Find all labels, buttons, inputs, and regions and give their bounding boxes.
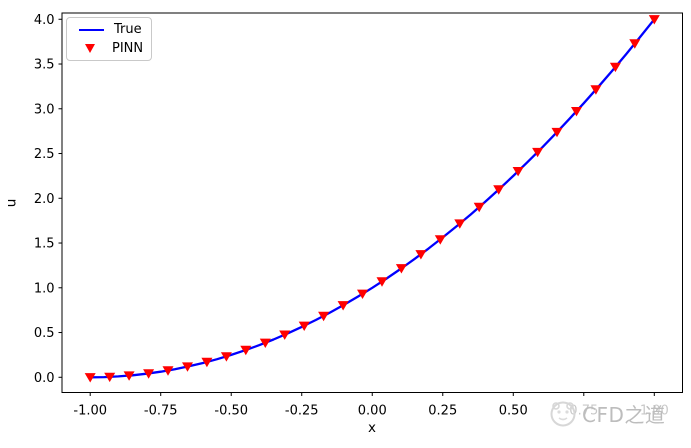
- pinn-marker: [590, 85, 602, 95]
- pinn-marker: [493, 185, 505, 195]
- legend-line-swatch: [79, 28, 104, 31]
- cfd-logo-icon: [550, 401, 576, 427]
- pinn-marker: [571, 107, 582, 117]
- pinn-marker: [318, 311, 330, 322]
- pinn-marker: [298, 321, 310, 331]
- y-tick-label: 4.0: [34, 13, 55, 28]
- pinn-marker: [376, 277, 388, 287]
- pinn-marker: [240, 345, 252, 356]
- y-tick-label: 1.5: [34, 237, 55, 252]
- y-tick-label: 2.5: [34, 147, 55, 162]
- legend-entry-true: True: [67, 20, 151, 39]
- legend-label-true: True: [114, 22, 142, 37]
- pinn-marker: [551, 127, 563, 138]
- x-tick-label: -0.75: [144, 404, 178, 419]
- x-axis-label: x: [368, 420, 376, 436]
- pinn-marker: [279, 330, 291, 340]
- pinn-marker: [104, 372, 116, 383]
- pinn-marker: [415, 250, 427, 260]
- y-tick-label: 3.0: [34, 102, 55, 117]
- pinn-marker: [512, 167, 524, 177]
- pinn-marker: [532, 147, 544, 158]
- x-tick-label: 0.00: [358, 404, 387, 419]
- x-tick-label: -0.50: [214, 404, 248, 419]
- y-axis-ticks: 0.0 0.5 1.0 1.5 2.0 2.5 3.0 3.5 4.0: [34, 13, 62, 386]
- y-axis-label: u: [3, 198, 20, 208]
- pinn-marker: [629, 39, 641, 49]
- x-tick-label: -0.25: [285, 404, 319, 419]
- y-tick-label: 3.5: [34, 58, 55, 73]
- pinn-marker: [473, 202, 485, 213]
- x-tick-label: 0.50: [499, 404, 528, 419]
- pinn-marker: [395, 264, 407, 274]
- pinn-marker: [609, 62, 621, 73]
- pinn-marker: [123, 371, 135, 381]
- true-line-series: [89, 18, 656, 379]
- pinn-marker-series: [84, 15, 660, 383]
- y-tick-label: 1.0: [34, 281, 55, 296]
- pinn-marker: [337, 301, 349, 311]
- legend: True PINN: [66, 17, 152, 61]
- plot-frame: [61, 12, 683, 393]
- pinn-marker: [259, 338, 271, 348]
- y-tick-label: 2.0: [34, 192, 55, 207]
- x-tick-label: 0.25: [428, 404, 457, 419]
- pinn-marker: [201, 357, 213, 368]
- watermark: CFD之道: [549, 396, 691, 430]
- pinn-marker: [648, 15, 660, 25]
- y-tick-label: 0.0: [34, 371, 55, 386]
- pinn-marker: [162, 366, 174, 376]
- pinn-marker: [434, 235, 446, 245]
- pinn-marker: [357, 289, 368, 299]
- pinn-marker: [454, 219, 466, 229]
- x-tick-label: -1.00: [73, 404, 107, 419]
- legend-label-pinn: PINN: [112, 41, 144, 56]
- pinn-marker: [220, 352, 232, 362]
- pinn-marker: [182, 362, 193, 372]
- y-tick-label: 0.5: [34, 326, 55, 341]
- pinn-marker: [143, 369, 155, 379]
- watermark-text: CFD之道: [582, 402, 666, 427]
- legend-entry-pinn: PINN: [67, 39, 151, 58]
- pinn-marker: [84, 373, 96, 383]
- legend-triangle-down-swatch: [85, 44, 95, 53]
